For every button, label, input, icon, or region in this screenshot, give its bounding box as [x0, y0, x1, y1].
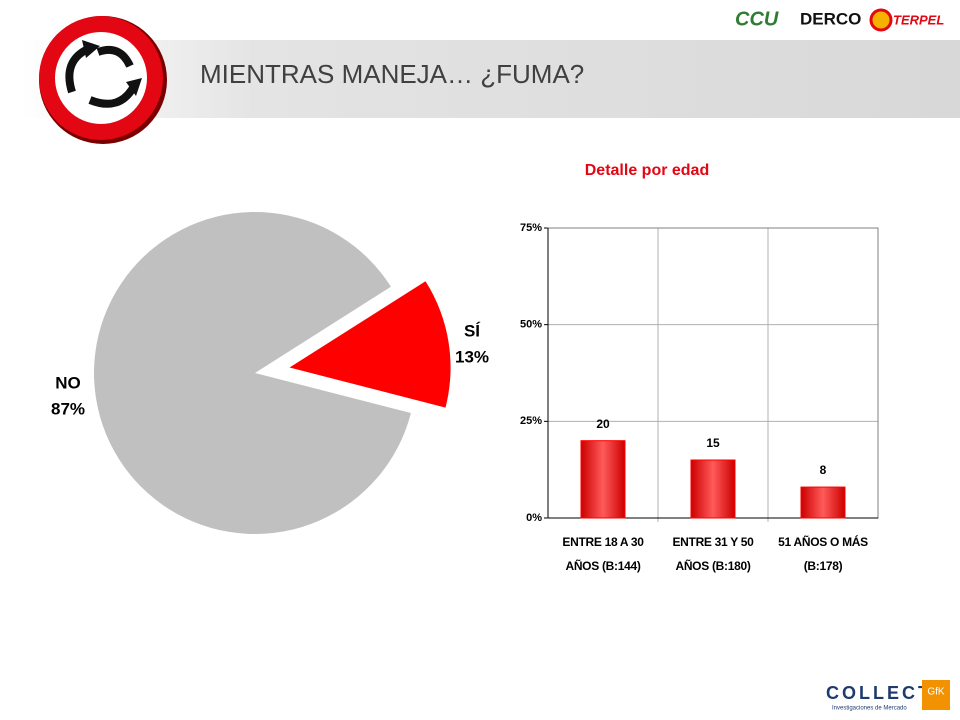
- bar: [580, 440, 626, 519]
- pie-slice: [289, 281, 451, 408]
- pie-slice: [94, 211, 411, 534]
- x-tick-label: 51 AÑOS O MÁS (B:178): [778, 535, 868, 573]
- bar-chart-title: Detalle por edad: [585, 162, 709, 179]
- y-tick-label: 25%: [520, 415, 542, 427]
- footer-logo: COLLECT Investigaciones de Mercado GfK: [826, 680, 950, 712]
- x-tick-label: ENTRE 18 A 30 AÑOS (B:144): [562, 535, 644, 573]
- y-tick-label: 0%: [526, 512, 542, 524]
- brand-logo: CCU: [735, 8, 779, 30]
- slide-title: MIENTRAS MANEJA… ¿FUMA?: [200, 59, 584, 89]
- y-tick-label: 75%: [520, 222, 542, 234]
- bar: [800, 486, 846, 519]
- pie-value-label: 87%: [51, 399, 85, 418]
- pie-category-label: SÍ: [464, 321, 481, 340]
- y-tick-label: 50%: [520, 319, 542, 331]
- bar: [690, 459, 736, 519]
- pie-value-label: 13%: [455, 347, 489, 366]
- brand-logo: TERPEL: [893, 12, 944, 27]
- bar-value-label: 20: [596, 417, 610, 431]
- brand-logo: DERCO: [800, 9, 861, 28]
- bar-value-label: 8: [820, 463, 827, 477]
- sign-icon: [39, 16, 167, 144]
- bar-value-label: 15: [706, 436, 720, 450]
- brand-logos: CCU DERCO TERPEL: [735, 8, 944, 32]
- footer-tagline: Investigaciones de Mercado: [832, 706, 907, 712]
- x-tick-label: ENTRE 31 Y 50 AÑOS (B:180): [672, 535, 754, 573]
- footer-brand: COLLECT: [826, 683, 932, 703]
- footer-partner: GfK: [927, 687, 945, 698]
- pie-category-label: NO: [55, 373, 81, 392]
- header-band: [20, 40, 960, 118]
